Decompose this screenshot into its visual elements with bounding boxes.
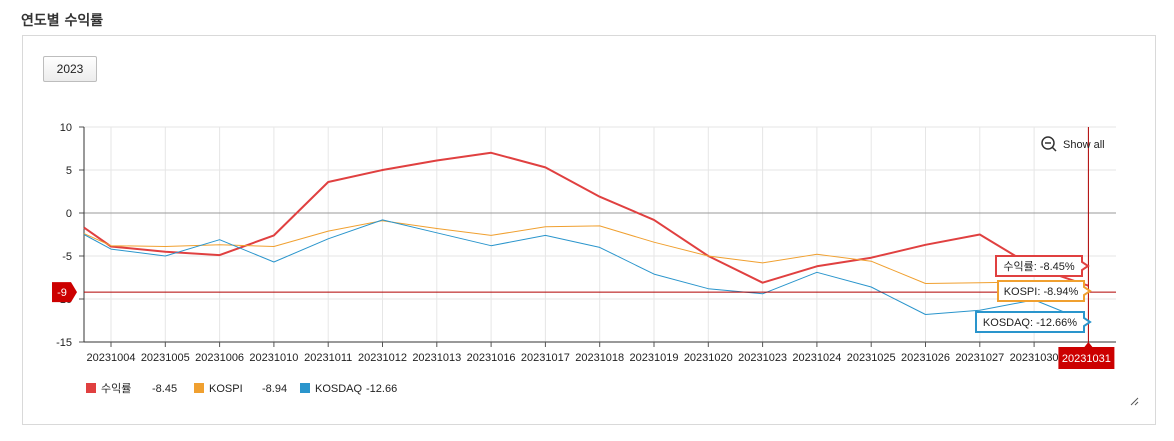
tooltip-text: KOSPI: -8.94% (1004, 286, 1079, 298)
x-tick-label: 20231026 (901, 352, 950, 364)
chart-panel: 2023 (22, 35, 1156, 425)
tooltip-text: 수익률: -8.45% (1003, 260, 1075, 273)
legend-label[interactable]: KOSDAQ (315, 383, 363, 395)
x-tick-label: 20231018 (575, 352, 624, 364)
tooltip-box (995, 255, 1090, 277)
legend-swatch[interactable] (300, 383, 310, 393)
series-line-1 (83, 220, 1089, 291)
crosshair-y-label: -9 (57, 287, 67, 299)
y-tick-label: -5 (62, 251, 72, 263)
x-tick-label: 20231012 (358, 352, 407, 364)
x-tick-label: 20231024 (792, 352, 841, 364)
y-tick-label: 5 (66, 165, 72, 177)
resize-handle-icon[interactable] (1129, 396, 1139, 406)
section-title: 연도별 수익률 (21, 13, 104, 29)
x-tick-label: 20231017 (521, 352, 570, 364)
x-tick-label: 20231023 (738, 352, 787, 364)
x-tick-label: 20231025 (847, 352, 896, 364)
legend-label[interactable]: KOSPI (209, 383, 243, 395)
y-tick-label: 0 (66, 208, 72, 220)
x-tick-label: 20231005 (141, 352, 190, 364)
crosshair-x-label: 20231031 (1062, 353, 1111, 365)
tooltip-text: KOSDAQ: -12.66% (983, 317, 1077, 329)
y-tick-label: -15 (56, 337, 72, 349)
legend-swatch[interactable] (194, 383, 204, 393)
crosshair-x-label-box (1058, 342, 1115, 369)
series-line-0 (83, 151, 1089, 287)
legend-value: -8.94 (262, 383, 287, 395)
legend-swatch[interactable] (86, 383, 96, 393)
x-tick-label: 20231030 (1010, 352, 1059, 364)
zoom-out-icon-handle (1045, 142, 1057, 152)
legend-value: -12.66 (366, 383, 397, 395)
show-all-label[interactable]: Show all (1063, 139, 1105, 151)
series-line-2 (83, 219, 1089, 323)
x-tick-label: 20231013 (412, 352, 461, 364)
zoom-out-icon[interactable] (1041, 136, 1055, 150)
x-tick-label: 20231010 (249, 352, 298, 364)
x-tick-label: 20231019 (630, 352, 679, 364)
legend-value: -8.45 (152, 383, 177, 395)
show-all-button[interactable]: Show all (1041, 136, 1105, 152)
tooltip-box (975, 311, 1092, 333)
year-select-button[interactable]: 2023 (43, 56, 97, 82)
legend-label[interactable]: 수익률 (101, 382, 131, 395)
x-tick-label: 20231004 (87, 352, 136, 364)
x-tick-label: 20231020 (684, 352, 733, 364)
x-tick-label: 20231016 (467, 352, 516, 364)
x-tick-label: 20231006 (195, 352, 244, 364)
y-tick-label: 10 (60, 122, 72, 134)
x-tick-label: 20231011 (304, 352, 352, 364)
crosshair-y-label-box (52, 282, 77, 303)
x-tick-label: 20231027 (955, 352, 1004, 364)
tooltip-box (997, 280, 1092, 302)
